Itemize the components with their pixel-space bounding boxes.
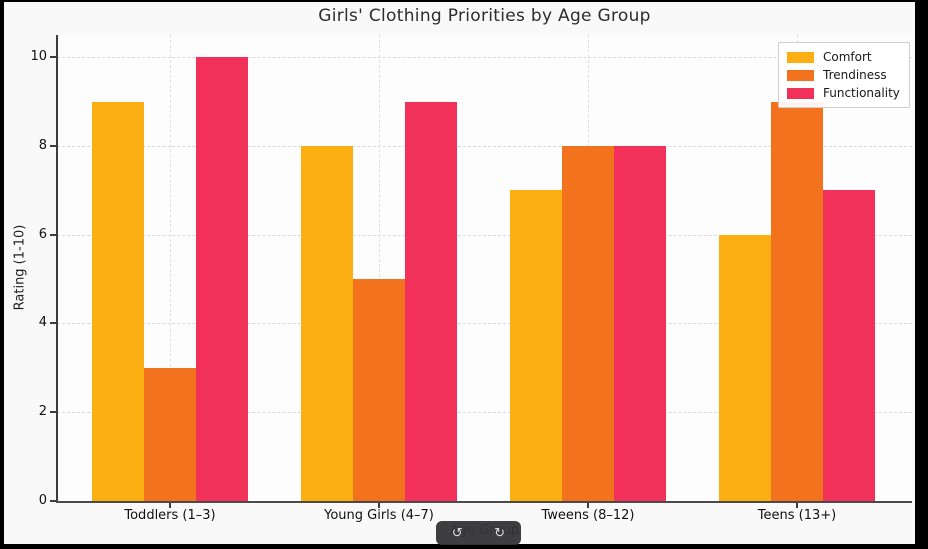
h-gridline [57, 412, 912, 414]
y-tick-label: 8 [38, 137, 47, 153]
legend-swatch-icon [787, 87, 814, 99]
x-axis-spine [56, 501, 912, 503]
y-tick-label: 10 [30, 49, 47, 65]
y-tick-label: 0 [38, 493, 47, 508]
bar-comfort-2 [301, 145, 353, 501]
bar-functionality-3 [614, 145, 666, 501]
redo-icon[interactable]: ↻ [488, 525, 511, 542]
bar-functionality-4 [823, 190, 875, 501]
bar-comfort-1 [92, 101, 144, 501]
x-tick-mark [587, 503, 589, 508]
y-tick-mark [50, 144, 56, 147]
h-gridline [57, 234, 912, 236]
x-tick-mark [169, 503, 171, 508]
y-tick-mark [50, 233, 56, 236]
x-tick-label: Young Girls (4–7) [324, 508, 434, 523]
y-tick-label: 6 [38, 226, 47, 242]
undo-icon[interactable]: ↺ [446, 525, 469, 542]
bar-trendiness-2 [353, 279, 405, 501]
legend: Comfort Trendiness Functionality [778, 42, 910, 108]
v-gridline [170, 35, 171, 501]
y-tick-mark [50, 56, 56, 59]
legend-label: Functionality [823, 86, 900, 100]
h-gridline [57, 323, 912, 325]
h-gridline [57, 57, 912, 59]
x-tick-mark [378, 503, 380, 508]
y-tick-label: 4 [38, 315, 47, 331]
y-tick-mark [50, 411, 56, 414]
legend-label: Comfort [823, 50, 872, 64]
bar-functionality-2 [405, 101, 457, 501]
chart-layer: 0 2 4 6 8 10 Toddlers (1–3) Young Girls (4–7) Tw… [4, 2, 915, 544]
y-axis-spine [56, 35, 58, 503]
h-gridline [57, 145, 912, 147]
bar-comfort-4 [719, 234, 771, 501]
legend-entry: Comfort [787, 48, 901, 66]
x-tick-label: Tweens (8–12) [541, 508, 635, 523]
y-tick-mark [50, 322, 56, 325]
bar-trendiness-3 [562, 145, 614, 501]
chart-frame: Girls' Clothing Priorities by Age Group … [4, 2, 915, 545]
legend-swatch-icon [787, 51, 814, 63]
legend-entry: Trendiness [787, 66, 901, 84]
x-tick-label: Teens (13+) [757, 508, 837, 523]
legend-swatch-icon [787, 69, 814, 81]
bar-functionality-1 [196, 57, 248, 501]
video-controls-overlay: ↺ ↻ [436, 521, 521, 545]
legend-entry: Functionality [787, 84, 901, 102]
x-tick-label: Toddlers (1–3) [124, 508, 216, 523]
y-tick-label: 2 [38, 404, 47, 420]
chart-title: Girls' Clothing Priorities by Age Group [318, 6, 651, 26]
y-tick-mark [50, 500, 56, 502]
bar-trendiness-1 [144, 367, 196, 501]
x-tick-mark [796, 503, 798, 508]
legend-label: Trendiness [823, 68, 887, 82]
bar-comfort-3 [510, 190, 562, 501]
bar-trendiness-4 [771, 101, 823, 501]
v-gridline [379, 35, 380, 501]
